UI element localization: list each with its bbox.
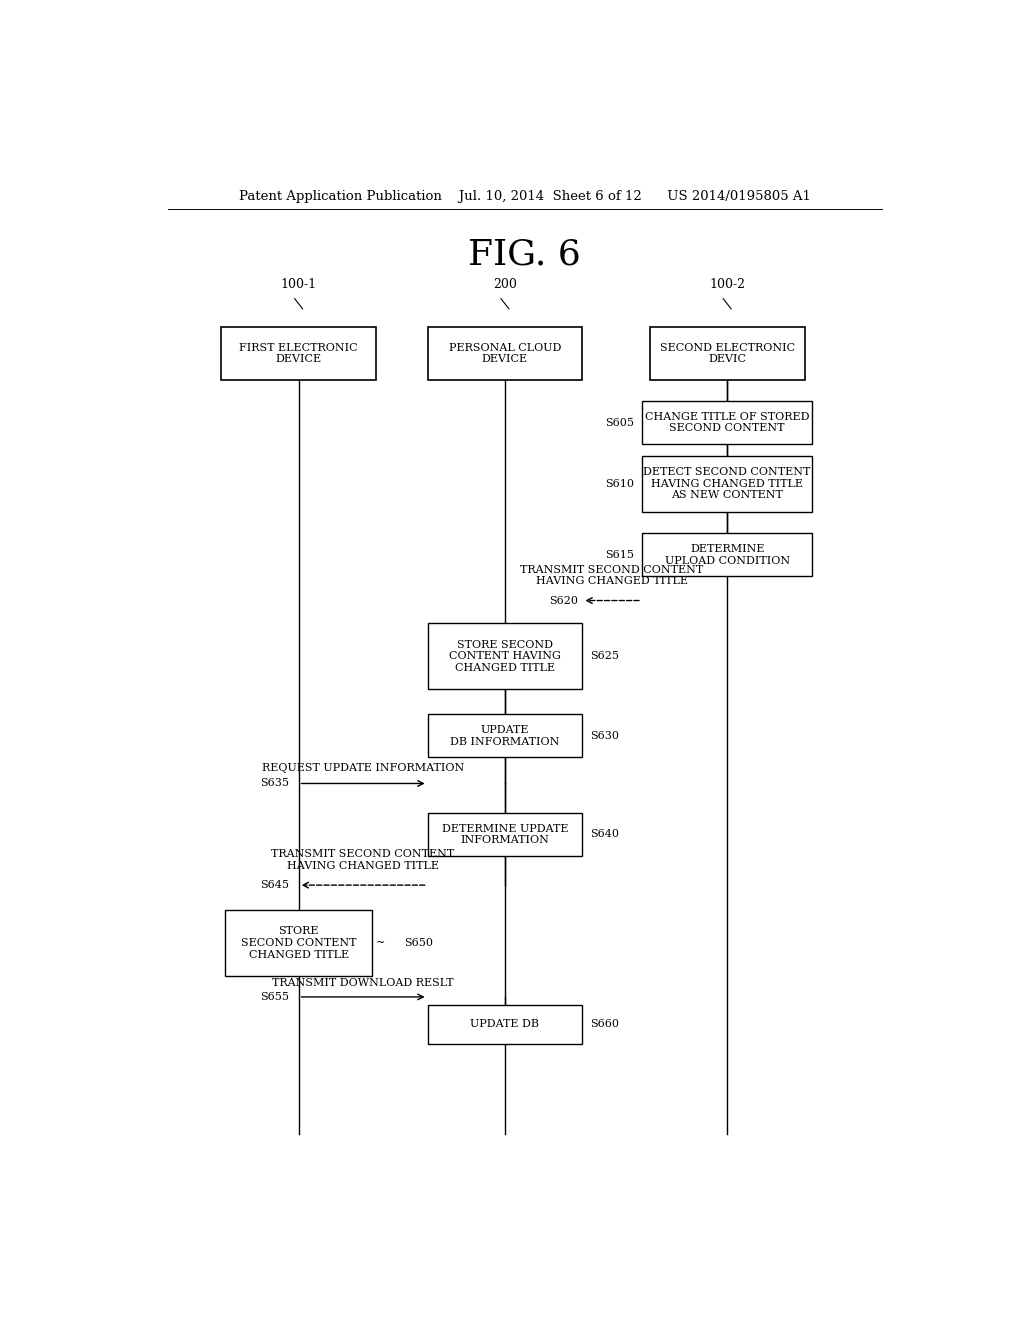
Text: DETECT SECOND CONTENT
HAVING CHANGED TITLE
AS NEW CONTENT: DETECT SECOND CONTENT HAVING CHANGED TIT… [643,467,811,500]
Text: S625: S625 [590,652,620,661]
Bar [650,327,805,380]
Bar [642,455,812,512]
Bar [428,1005,583,1044]
Text: ~: ~ [376,939,385,948]
Bar [428,714,583,758]
Text: S645: S645 [260,880,289,890]
Text: Patent Application Publication    Jul. 10, 2014  Sheet 6 of 12      US 2014/0195: Patent Application Publication Jul. 10, … [239,190,811,202]
Bar [428,327,583,380]
Text: TRANSMIT SECOND CONTENT
HAVING CHANGED TITLE: TRANSMIT SECOND CONTENT HAVING CHANGED T… [520,565,703,586]
Text: S615: S615 [605,550,634,560]
Text: TRANSMIT DOWNLOAD RESLT: TRANSMIT DOWNLOAD RESLT [272,978,454,987]
Bar [642,401,812,444]
Text: STORE
SECOND CONTENT
CHANGED TITLE: STORE SECOND CONTENT CHANGED TITLE [241,927,356,960]
Text: PERSONAL CLOUD
DEVICE: PERSONAL CLOUD DEVICE [449,343,561,364]
Text: DETERMINE UPDATE
INFORMATION: DETERMINE UPDATE INFORMATION [441,824,568,845]
Text: FIRST ELECTRONIC
DEVICE: FIRST ELECTRONIC DEVICE [240,343,358,364]
Text: S640: S640 [590,829,620,840]
Text: SECOND ELECTRONIC
DEVIC: SECOND ELECTRONIC DEVIC [659,343,795,364]
Text: UPDATE
DB INFORMATION: UPDATE DB INFORMATION [451,725,560,747]
Text: REQUEST UPDATE INFORMATION: REQUEST UPDATE INFORMATION [262,763,464,774]
Text: FIG. 6: FIG. 6 [468,238,582,272]
Text: 100-2: 100-2 [710,277,745,290]
Text: S660: S660 [590,1019,620,1030]
Text: S635: S635 [260,779,289,788]
Text: S620: S620 [549,595,579,606]
Bar [428,813,583,855]
Bar [642,533,812,576]
Bar [225,909,372,975]
Text: S655: S655 [260,991,289,1002]
Text: S610: S610 [605,479,634,488]
Text: UPDATE DB: UPDATE DB [470,1019,540,1030]
Text: S630: S630 [590,731,620,741]
Text: S605: S605 [605,417,634,428]
Text: CHANGE TITLE OF STORED
SECOND CONTENT: CHANGE TITLE OF STORED SECOND CONTENT [645,412,809,433]
Bar [221,327,376,380]
Text: 100-1: 100-1 [281,277,316,290]
Text: TRANSMIT SECOND CONTENT
HAVING CHANGED TITLE: TRANSMIT SECOND CONTENT HAVING CHANGED T… [271,849,455,871]
Text: DETERMINE
UPLOAD CONDITION: DETERMINE UPLOAD CONDITION [665,544,790,565]
Text: STORE SECOND
CONTENT HAVING
CHANGED TITLE: STORE SECOND CONTENT HAVING CHANGED TITL… [449,640,561,673]
Text: 200: 200 [493,277,517,290]
Text: S650: S650 [403,939,433,948]
Bar [428,623,583,689]
